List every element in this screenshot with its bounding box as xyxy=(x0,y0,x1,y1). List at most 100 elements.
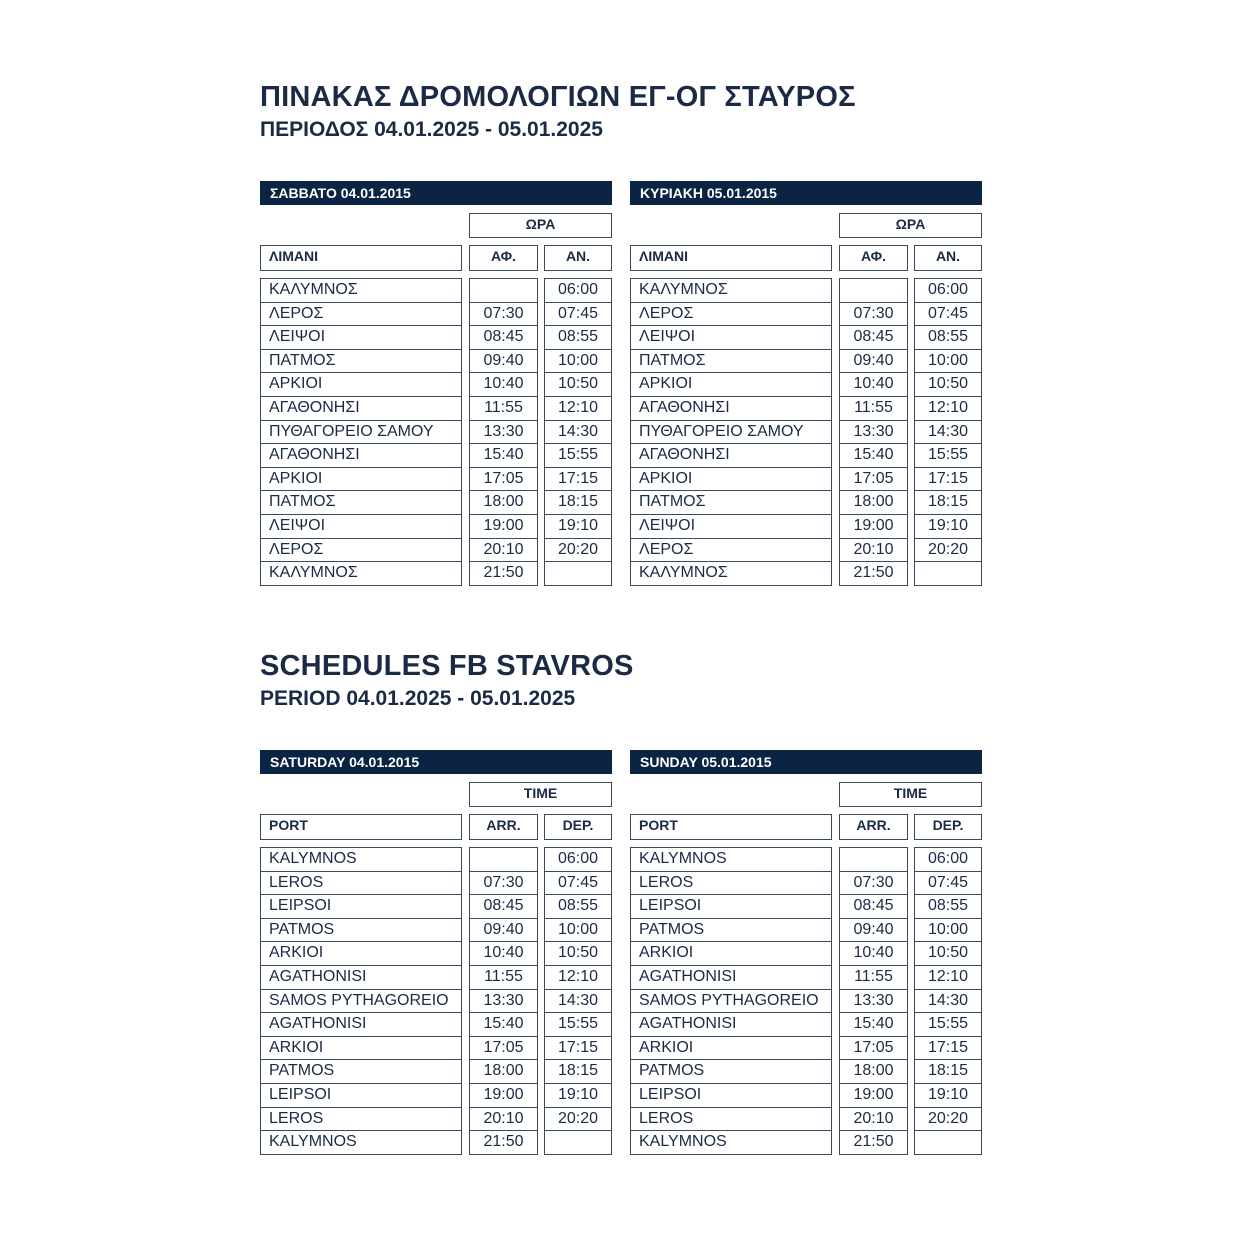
departure-time-cell: 20:20 xyxy=(544,1106,612,1132)
arrival-time-cell: 11:55 xyxy=(839,396,908,421)
departure-time-cell: 10:50 xyxy=(914,372,982,397)
departure-time-cell: 06:00 xyxy=(544,278,612,303)
departure-time-cell: 15:55 xyxy=(914,443,982,468)
port-cell: ΑΡΚΙΟΙ xyxy=(630,372,832,397)
departure-time-cell: 17:15 xyxy=(914,1035,982,1061)
port-cell: AGATHONISI xyxy=(260,1012,462,1037)
port-cell: ΛΕΡΟΣ xyxy=(630,301,832,327)
port-cell: ΛΕΡΟΣ xyxy=(630,537,832,563)
port-cell: ΠΑΤΜΟΣ xyxy=(260,348,462,374)
arrival-time-cell: 17:05 xyxy=(839,1035,908,1061)
departure-time-cell: 19:10 xyxy=(544,1083,612,1108)
port-cell: ARKIOI xyxy=(630,941,832,966)
port-cell: ΠΑΤΜΟΣ xyxy=(630,490,832,515)
arrival-time-cell: 20:10 xyxy=(839,537,908,563)
port-cell: LEIPSOI xyxy=(630,1083,832,1108)
arrival-column-header: ΑΦ. xyxy=(839,245,908,271)
arrival-time-cell: 10:40 xyxy=(469,941,538,966)
departure-time-cell: 12:10 xyxy=(544,396,612,421)
arrival-time-cell: 10:40 xyxy=(469,372,538,397)
arrival-time-cell: 18:00 xyxy=(469,490,538,515)
schedule-table: SATURDAY 04.01.2015 TIME PORT ARR. DEP. KALYM… xyxy=(260,750,612,1160)
port-cell: LEROS xyxy=(630,870,832,896)
arrival-time-cell: 09:40 xyxy=(839,348,908,374)
arrival-time-cell: 08:45 xyxy=(469,325,538,350)
arrival-time-cell xyxy=(469,847,538,872)
arrival-time-cell: 20:10 xyxy=(839,1106,908,1132)
departure-time-cell: 06:00 xyxy=(914,278,982,303)
departure-time-cell: 14:30 xyxy=(544,988,612,1014)
arrival-time-cell: 10:40 xyxy=(839,941,908,966)
departure-time-cell: 18:15 xyxy=(544,1059,612,1084)
arrival-time-cell: 18:00 xyxy=(839,490,908,515)
port-cell: KALYMNOS xyxy=(630,1130,832,1155)
departure-time-cell xyxy=(914,1130,982,1155)
arrival-column-header: ΑΦ. xyxy=(469,245,538,271)
departure-time-cell: 17:15 xyxy=(914,466,982,492)
port-cell: ΑΓΑΘΟΝΗΣΙ xyxy=(260,396,462,421)
port-cell: LEIPSOI xyxy=(260,894,462,919)
arrival-time-cell: 07:30 xyxy=(469,301,538,327)
arrival-time-cell: 11:55 xyxy=(469,396,538,421)
departure-time-cell: 10:00 xyxy=(544,348,612,374)
departure-time-cell: 08:55 xyxy=(544,894,612,919)
time-header: ΩΡΑ xyxy=(469,213,612,238)
departure-time-cell xyxy=(544,561,612,586)
day-header: SATURDAY 04.01.2015 xyxy=(260,750,612,774)
arrival-time-cell xyxy=(839,278,908,303)
arrival-time-cell: 11:55 xyxy=(469,965,538,990)
departure-time-cell: 10:00 xyxy=(544,917,612,943)
arrival-time-cell: 19:00 xyxy=(839,1083,908,1108)
port-cell: ΑΓΑΘΟΝΗΣΙ xyxy=(260,443,462,468)
arrival-time-cell: 15:40 xyxy=(469,1012,538,1037)
arrival-time-cell: 13:30 xyxy=(469,419,538,445)
port-cell: AGATHONISI xyxy=(630,1012,832,1037)
port-cell: ΑΡΚΙΟΙ xyxy=(260,466,462,492)
departure-time-cell: 10:50 xyxy=(544,372,612,397)
departure-time-cell: 12:10 xyxy=(914,396,982,421)
period-subtitle: ΠΕΡΙΟΔΟΣ 04.01.2025 - 05.01.2025 xyxy=(260,118,603,141)
time-header: TIME xyxy=(839,782,982,807)
departure-time-cell: 15:55 xyxy=(544,1012,612,1037)
departure-time-cell: 12:10 xyxy=(544,965,612,990)
departure-time-cell xyxy=(914,561,982,586)
arrival-time-cell: 15:40 xyxy=(839,1012,908,1037)
port-cell: ΛΕΡΟΣ xyxy=(260,537,462,563)
arrival-time-cell: 19:00 xyxy=(839,514,908,539)
arrival-time-cell: 21:50 xyxy=(839,1130,908,1155)
departure-time-cell: 15:55 xyxy=(544,443,612,468)
departure-time-cell: 14:30 xyxy=(914,419,982,445)
departure-time-cell: 07:45 xyxy=(544,301,612,327)
arrival-time-cell: 21:50 xyxy=(469,1130,538,1155)
departure-column-header: DEP. xyxy=(544,814,612,840)
port-cell: ARKIOI xyxy=(260,941,462,966)
time-header: TIME xyxy=(469,782,612,807)
port-cell: AGATHONISI xyxy=(630,965,832,990)
port-column-header: ΛΙΜΑΝΙ xyxy=(260,245,462,271)
departure-time-cell xyxy=(544,1130,612,1155)
departure-column-header: ΑΝ. xyxy=(914,245,982,271)
arrival-time-cell: 15:40 xyxy=(469,443,538,468)
day-header: ΚΥΡΙΑΚΗ 05.01.2015 xyxy=(630,181,982,205)
port-cell: LEROS xyxy=(260,1106,462,1132)
arrival-time-cell: 19:00 xyxy=(469,514,538,539)
arrival-time-cell xyxy=(839,847,908,872)
port-cell: SAMOS PYTHAGOREIO xyxy=(630,988,832,1014)
port-cell: ARKIOI xyxy=(260,1035,462,1061)
departure-time-cell: 08:55 xyxy=(544,325,612,350)
arrival-time-cell: 21:50 xyxy=(469,561,538,586)
port-column-header: PORT xyxy=(260,814,462,840)
port-cell: AGATHONISI xyxy=(260,965,462,990)
departure-time-cell: 18:15 xyxy=(544,490,612,515)
arrival-time-cell: 09:40 xyxy=(839,917,908,943)
port-cell: SAMOS PYTHAGOREIO xyxy=(260,988,462,1014)
departure-time-cell: 14:30 xyxy=(544,419,612,445)
departure-time-cell: 20:20 xyxy=(914,1106,982,1132)
departure-time-cell: 17:15 xyxy=(544,466,612,492)
port-cell: ΛΕΙΨΟΙ xyxy=(630,514,832,539)
departure-time-cell: 12:10 xyxy=(914,965,982,990)
departure-time-cell: 07:45 xyxy=(914,870,982,896)
port-cell: ΠΑΤΜΟΣ xyxy=(630,348,832,374)
port-column-header: PORT xyxy=(630,814,832,840)
schedule-table: SUNDAY 05.01.2015 TIME PORT ARR. DEP. KALYMNO… xyxy=(630,750,982,1160)
